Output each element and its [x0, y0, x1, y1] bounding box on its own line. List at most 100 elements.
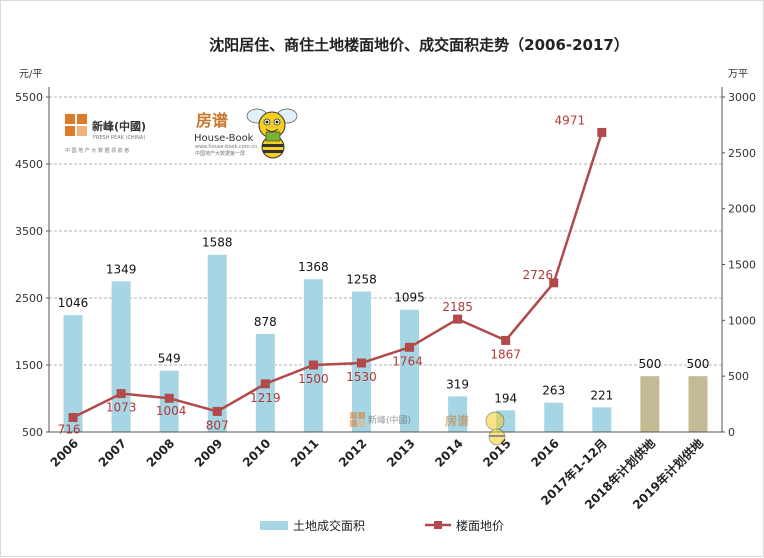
line-point [212, 406, 222, 416]
line-point [549, 278, 559, 288]
line-value-label: 1530 [346, 370, 377, 384]
line-point [68, 413, 78, 423]
bar [63, 315, 83, 432]
bar-value-label: 221 [590, 388, 613, 402]
fresh-peak-logo: 新峰(中國) FRESH PEAK (CHINA) 中 国 地 产 大 数 据 … [65, 114, 146, 154]
bar [640, 376, 660, 432]
category-label: 2008 [144, 436, 178, 470]
fresh-peak-cn: 新峰(中國) [92, 119, 146, 133]
watermark-logos: 新峰(中國) 房谱 [350, 411, 506, 446]
bar [400, 309, 420, 432]
watermark-block-1 [350, 412, 357, 419]
line-point [453, 314, 463, 324]
bar [544, 402, 564, 432]
house-book-en: House-Book [194, 133, 254, 144]
line-point [260, 379, 270, 389]
right-axis-unit: 万平 [728, 69, 748, 80]
line-path [72, 132, 604, 419]
right-tick-label: 1000 [728, 314, 756, 327]
right-tick-label: 1500 [728, 259, 756, 272]
bee-mascot-icon [246, 108, 298, 159]
bar [303, 279, 323, 432]
bar-value-label: 878 [254, 315, 277, 329]
bar-value-label: 500 [638, 357, 661, 371]
right-tick-label: 3000 [728, 91, 756, 104]
fresh-peak-logo-block-1 [65, 114, 75, 124]
line-value-label: 1073 [106, 401, 137, 415]
watermark-block-2 [358, 412, 365, 419]
right-tick-label: 2000 [728, 203, 756, 216]
category-label: 2009 [192, 436, 226, 470]
bar-value-label: 549 [158, 352, 181, 366]
bar [448, 396, 468, 432]
legend-line-label: 楼面地价 [456, 518, 504, 533]
line-value-label: 1867 [490, 347, 521, 361]
category-label: 2006 [48, 436, 82, 470]
right-tick-label: 0 [728, 426, 735, 439]
bar [592, 407, 612, 432]
left-tick-label: 2500 [15, 292, 43, 305]
line-value-label: 807 [206, 418, 229, 432]
bar-value-label: 263 [542, 384, 565, 398]
line-point [597, 127, 607, 137]
legend-line-marker [434, 521, 442, 529]
line-value-label: 4971 [555, 113, 586, 127]
line-point [308, 360, 318, 370]
left-tick-label: 1500 [15, 359, 43, 372]
house-book-sub: 中国地产大数据第一屏 [195, 150, 245, 157]
line-point [116, 389, 126, 399]
legend-bar-swatch [260, 521, 288, 530]
line-value-label: 2726 [522, 268, 553, 282]
category-label: 2016 [528, 436, 562, 470]
category-label: 2013 [384, 436, 418, 470]
category-label: 2014 [432, 436, 466, 470]
house-book-cn: 房谱 [196, 111, 228, 130]
watermark-fresh-peak: 新峰(中國) [368, 414, 411, 426]
line-point [501, 335, 511, 345]
house-book-url: www.house-book.com.cn [195, 144, 257, 150]
line-value-label: 1764 [392, 354, 423, 368]
line-value-label: 2185 [442, 300, 473, 314]
bar-value-label: 1588 [202, 236, 233, 250]
bar [207, 254, 227, 432]
data-labels: 1046 1349 549 1588 878 1368 1258 1095 319 194 263 2… [58, 113, 710, 436]
watermark-block-3 [350, 420, 357, 427]
fresh-peak-logo-block-2 [77, 114, 87, 124]
bar [688, 376, 708, 432]
left-axis-unit: 元/平 [19, 69, 42, 80]
right-tick-label: 500 [728, 370, 749, 383]
axes [48, 87, 723, 433]
line-value-label: 1219 [250, 391, 281, 405]
bar-value-label: 1095 [394, 291, 425, 305]
line-point [164, 393, 174, 403]
right-tick-label: 2500 [728, 147, 756, 160]
grid-lines [49, 96, 722, 366]
bar-value-label: 1349 [106, 262, 137, 276]
bar-series [63, 254, 708, 432]
line-value-label: 1004 [156, 404, 187, 418]
bar-value-label: 1258 [346, 273, 377, 287]
bar-value-label: 194 [494, 391, 517, 405]
left-tick-label: 4500 [15, 158, 43, 171]
line-series [68, 127, 607, 423]
left-tick-label: 3500 [15, 225, 43, 238]
bar-value-label: 1368 [298, 260, 329, 274]
category-label: 2010 [240, 436, 274, 470]
bar-value-label: 319 [446, 377, 469, 391]
house-book-logo: 房谱 House-Book www.house-book.com.cn 中国地产… [194, 108, 298, 159]
legend-bar-label: 土地成交面积 [293, 518, 365, 533]
category-labels: 2006 2007 2008 2009 2010 2011 2012 2013 2014 2015… [48, 436, 706, 513]
legend: 土地成交面积 楼面地价 [260, 518, 504, 533]
bar-value-label: 1046 [58, 296, 89, 310]
category-label: 2007 [96, 436, 130, 470]
fresh-peak-logo-block-4 [77, 126, 87, 136]
line-point [405, 342, 415, 352]
line-point [356, 358, 366, 368]
fresh-peak-en: FRESH PEAK (CHINA) [93, 135, 145, 141]
left-tick-label: 5500 [15, 91, 43, 104]
watermark-bee-icon [485, 411, 506, 446]
bar-value-label: 500 [687, 357, 710, 371]
left-tick-label: 500 [22, 426, 43, 439]
